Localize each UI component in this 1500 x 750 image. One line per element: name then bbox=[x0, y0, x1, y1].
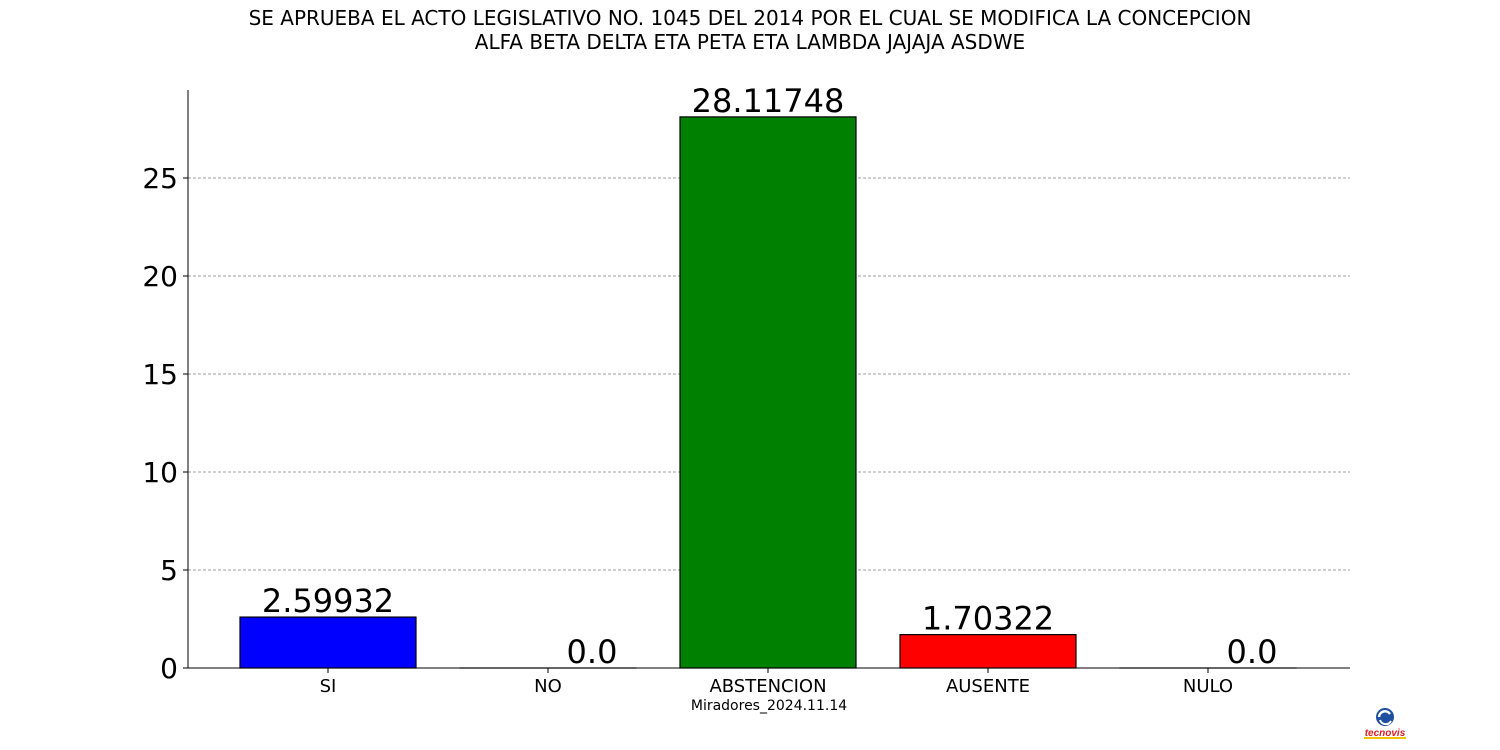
bar-value-label: 0.0 bbox=[1227, 633, 1278, 671]
x-tick-label: SI bbox=[320, 676, 337, 697]
bar-value-label: 1.70322 bbox=[922, 600, 1054, 638]
x-axis-title: Miradores_2024.11.14 bbox=[690, 698, 848, 714]
labels: 05101520252.59932SI0.0NO28.11748ABSTENCI… bbox=[142, 82, 1277, 697]
bar-value-label: 2.59932 bbox=[262, 582, 394, 620]
bar-value-label: 28.11748 bbox=[692, 82, 845, 120]
bar-abstencion bbox=[679, 116, 857, 669]
y-tick-label: 15 bbox=[142, 358, 178, 391]
x-tick-label: NO bbox=[534, 676, 562, 697]
bar-ausente bbox=[899, 634, 1077, 669]
x-tick-label: ABSTENCION bbox=[709, 676, 826, 697]
axes bbox=[187, 90, 1350, 669]
chart-title-line-1: SE APRUEBA EL ACTO LEGISLATIVO NO. 1045 … bbox=[248, 6, 1252, 30]
y-tick-label: 20 bbox=[142, 260, 178, 293]
bars bbox=[239, 116, 1297, 669]
x-tick-label: AUSENTE bbox=[946, 676, 1030, 697]
tecnovis-logo: tecnovis bbox=[1364, 708, 1406, 739]
chart-title-line-2: ALFA BETA DELTA ETA PETA ETA LAMBDA JAJA… bbox=[474, 30, 1026, 54]
y-tick-label: 5 bbox=[160, 554, 178, 587]
bar-si bbox=[239, 616, 417, 669]
y-tick-label: 25 bbox=[142, 162, 178, 195]
bar-value-label: 0.0 bbox=[567, 633, 618, 671]
x-tick-label: NULO bbox=[1183, 676, 1233, 697]
y-tick-label: 0 bbox=[160, 652, 178, 685]
chart-title: SE APRUEBA EL ACTO LEGISLATIVO NO. 1045 … bbox=[0, 6, 1500, 54]
y-tick-label: 10 bbox=[142, 456, 178, 489]
logo-wordmark: tecnovis bbox=[1365, 728, 1406, 739]
